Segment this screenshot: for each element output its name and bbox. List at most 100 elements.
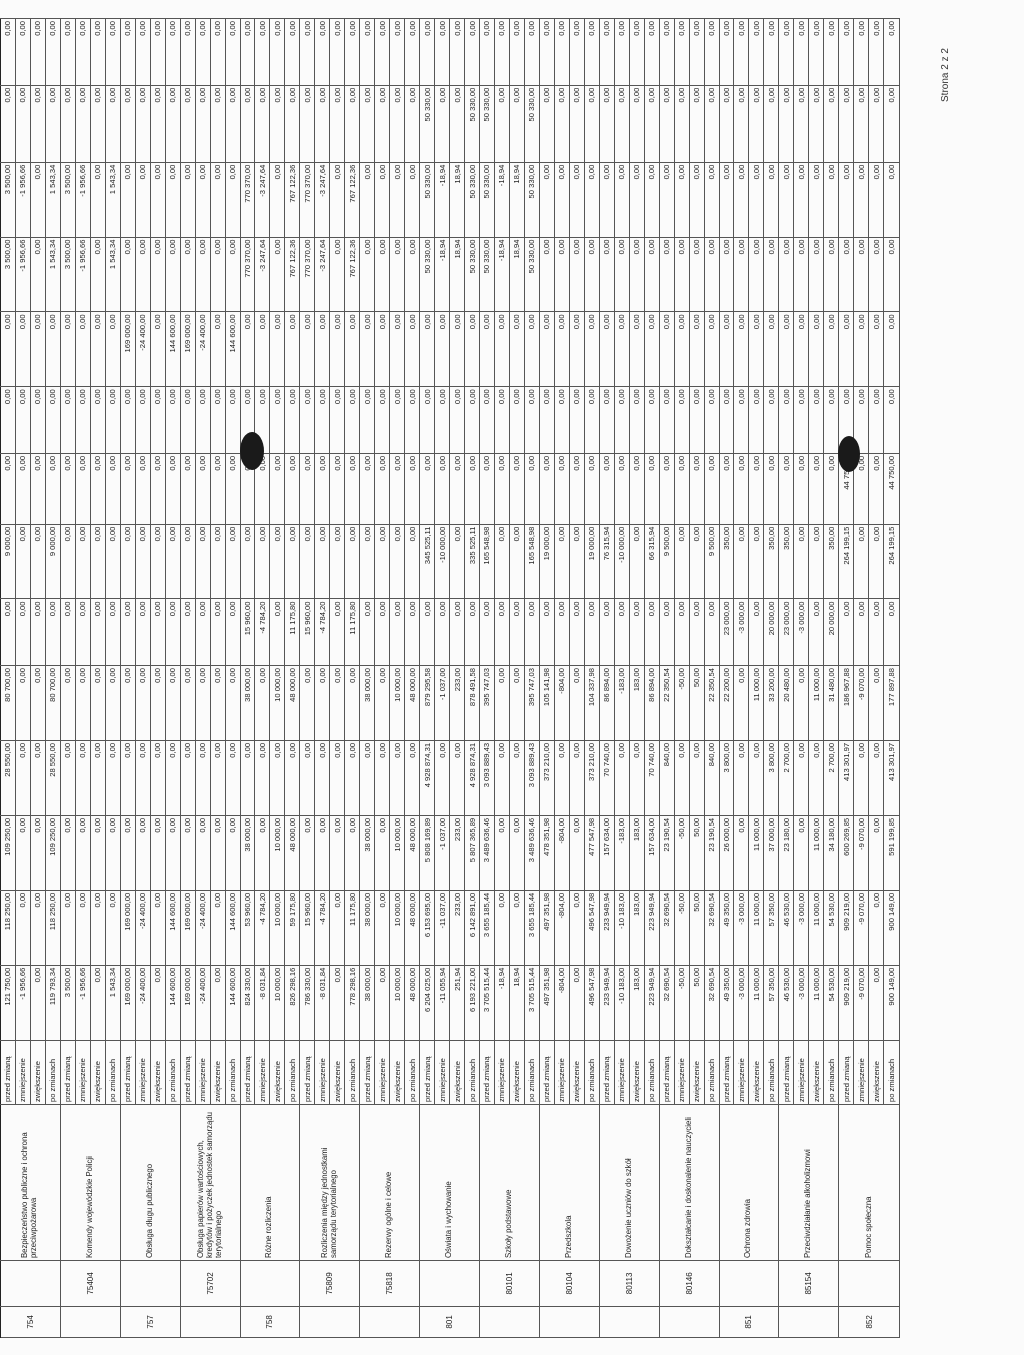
division-code: 757 xyxy=(120,1306,181,1338)
value-cell: 0,00 xyxy=(689,18,705,86)
value-cell: 0,00 xyxy=(853,237,869,312)
value-cell: 0,00 xyxy=(180,740,196,816)
value-cell: 0,00 xyxy=(374,162,390,238)
value-cell: 0,00 xyxy=(554,524,570,599)
value-cell: 0,00 xyxy=(823,237,839,312)
value-cell: 0,00 xyxy=(135,162,151,238)
value-cell: 0,00 xyxy=(314,85,330,163)
value-cell: 0,00 xyxy=(329,453,345,525)
value-cell: 0,00 xyxy=(75,453,91,525)
value-cell: 0,00 xyxy=(659,453,675,525)
value-cell: 0,00 xyxy=(150,815,166,891)
value-cell: 0,00 xyxy=(210,740,226,816)
value-cell: 0,00 xyxy=(269,311,285,387)
value-cell: -4 784,20 xyxy=(314,599,330,666)
value-cell: 0,00 xyxy=(120,453,136,525)
value-cell: 878 491,58 xyxy=(464,665,480,741)
value-cell: 33 200,00 xyxy=(763,665,779,741)
value-cell: 32 690,54 xyxy=(659,890,675,966)
value-cell: 0,00 xyxy=(449,599,465,666)
table-row: 758 Różne rozliczenia przed zmianą 824 330,… xyxy=(240,18,300,1338)
value-cell: 6 142 891,00 xyxy=(464,890,480,966)
value-cell: 0,00 xyxy=(329,85,345,163)
value-cell: -50,00 xyxy=(674,890,690,966)
value-cell: 0,00 xyxy=(853,162,869,238)
value-cell: -10 000,00 xyxy=(434,524,450,599)
value-cell: 0,00 xyxy=(838,162,854,238)
value-cell: 0,00 xyxy=(120,815,136,891)
value-cell: 0,00 xyxy=(763,162,779,238)
value-cell: 0,00 xyxy=(0,599,16,666)
value-cell: 0,00 xyxy=(748,162,764,238)
value-cell: 48 000,00 xyxy=(404,665,420,741)
value-cell: 0,00 xyxy=(210,162,226,238)
value-cell: 0,00 xyxy=(344,85,360,163)
value-cell: 0,00 xyxy=(539,85,555,163)
value-cell: 767 122,36 xyxy=(284,237,300,312)
value-cell: 0,00 xyxy=(883,18,900,86)
value-cell: 0,00 xyxy=(120,162,136,238)
value-cell: 0,00 xyxy=(299,18,315,86)
value-cell: 0,00 xyxy=(374,965,390,1041)
value-cell: 0,00 xyxy=(554,237,570,312)
value-cell: 223 949,94 xyxy=(644,965,660,1041)
section-code: 75404 xyxy=(60,1260,121,1307)
value-cell: 0,00 xyxy=(838,237,854,312)
value-cell: 37 000,00 xyxy=(763,815,779,891)
value-cell: -804,00 xyxy=(554,665,570,741)
value-cell: 49 350,00 xyxy=(719,965,734,1041)
value-cell: 11 000,00 xyxy=(748,890,764,966)
value-cell: 0,00 xyxy=(539,18,555,86)
value-cell: 0,00 xyxy=(120,740,136,816)
value-cell: 0,00 xyxy=(419,311,435,387)
value-cell: 0,00 xyxy=(733,386,749,454)
value-cell: 183,00 xyxy=(629,815,645,891)
value-cell: 0,00 xyxy=(135,85,151,163)
value-cell: 3 500,00 xyxy=(60,965,76,1041)
value-cell: 0,00 xyxy=(808,162,824,238)
value-cell: 497 351,98 xyxy=(539,890,555,966)
value-cell: 0,00 xyxy=(778,18,794,86)
value-cell: 0,00 xyxy=(629,386,645,454)
value-cell: 0,00 xyxy=(479,599,495,666)
value-cell: 0,00 xyxy=(210,599,226,666)
value-cell: 59 175,80 xyxy=(284,890,300,966)
value-cell: 105 141,98 xyxy=(539,665,555,741)
value-cell: 0,00 xyxy=(45,85,61,163)
value-cell: 0,00 xyxy=(60,665,76,741)
value-cell: 0,00 xyxy=(554,453,570,525)
value-cell: 0,00 xyxy=(823,18,839,86)
value-cell: -24 400,00 xyxy=(135,890,151,966)
row-label: zwiększenie xyxy=(150,1040,166,1105)
value-cell: -24 400,00 xyxy=(135,311,151,387)
value-cell: 0,00 xyxy=(629,237,645,312)
value-cell: -10 183,00 xyxy=(614,890,630,966)
value-cell: 0,00 xyxy=(225,524,240,599)
value-cell: 0,00 xyxy=(225,18,240,86)
value-cell: 0,00 xyxy=(419,599,435,666)
value-cell: 0,00 xyxy=(359,740,375,816)
value-cell: 0,00 xyxy=(748,453,764,525)
value-cell: 18,94 xyxy=(509,965,525,1041)
value-cell: 144 600,00 xyxy=(225,311,240,387)
value-cell: 23 000,00 xyxy=(778,599,794,666)
value-cell: 38 000,00 xyxy=(359,815,375,891)
value-cell: 169 000,00 xyxy=(120,965,136,1041)
value-cell: 0,00 xyxy=(30,965,46,1041)
table-row: 801 Oświata i wychowanie przed zmianą 6 204… xyxy=(419,18,480,1338)
value-cell: -18,94 xyxy=(434,237,450,312)
value-cell: 0,00 xyxy=(793,162,809,238)
ink-blot-mark xyxy=(838,436,860,472)
value-cell: 15 960,00 xyxy=(299,599,315,666)
value-cell: 0,00 xyxy=(404,237,420,312)
value-cell: 0,00 xyxy=(329,665,345,741)
value-cell: -3 000,00 xyxy=(793,965,809,1041)
value-cell: -3 000,00 xyxy=(793,890,809,966)
section-code: 80113 xyxy=(599,1260,660,1307)
value-cell: 0,00 xyxy=(778,453,794,525)
value-cell: 0,00 xyxy=(733,740,749,816)
value-cell: 335 525,11 xyxy=(464,524,480,599)
value-cell: 0,00 xyxy=(524,311,540,387)
value-cell: 0,00 xyxy=(584,311,600,387)
value-cell: 26 000,00 xyxy=(719,815,734,891)
